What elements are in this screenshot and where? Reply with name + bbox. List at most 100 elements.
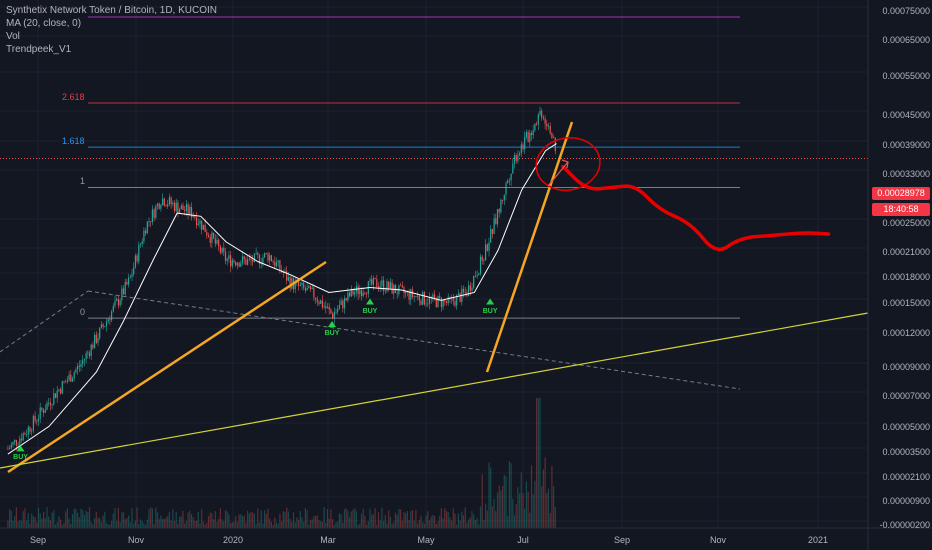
volume-bar <box>177 523 179 528</box>
volume-bar <box>367 521 369 528</box>
volume-bar <box>355 511 358 528</box>
volume-bar <box>432 514 434 528</box>
candle-body <box>287 277 290 281</box>
current-price-badge: 0.00028978 <box>872 187 930 200</box>
candle-body <box>462 288 465 293</box>
time-tick-label: Nov <box>709 535 727 545</box>
volume-bar <box>313 516 315 528</box>
candle-body <box>274 261 276 267</box>
candle-body <box>519 153 521 156</box>
candle-body <box>413 296 415 297</box>
legend-ma[interactable]: MA (20, close, 0) <box>6 18 82 29</box>
candle-body <box>22 433 24 441</box>
candle-body <box>175 202 177 211</box>
candle-body <box>128 277 130 285</box>
volume-bar <box>360 513 363 528</box>
volume-bar <box>457 513 460 528</box>
candle-body <box>505 183 507 195</box>
candle-body <box>313 287 315 298</box>
time-tick-label: Jul <box>517 535 529 545</box>
volume-bar <box>139 519 142 528</box>
time-tick-label: 2020 <box>222 535 244 545</box>
volume-bar <box>505 476 507 528</box>
volume-bar <box>267 508 269 528</box>
candle-body <box>199 220 201 224</box>
candle-body <box>53 393 55 405</box>
volume-bar <box>452 508 454 528</box>
volume-bar <box>279 513 281 528</box>
volume-bar <box>36 522 38 528</box>
volume-bar <box>196 520 198 528</box>
volume-bar <box>260 510 262 528</box>
candle-body <box>15 440 18 446</box>
candle-body <box>14 440 16 442</box>
volume-bar <box>428 520 431 528</box>
volume-bar <box>316 515 318 528</box>
volume-bar <box>43 511 45 528</box>
countdown-badge: 18:40:58 <box>872 203 930 216</box>
candle-body <box>214 238 216 244</box>
candle-body <box>143 230 145 242</box>
volume-bar <box>190 514 193 528</box>
candle-body <box>371 279 373 285</box>
volume-bar <box>508 461 511 528</box>
volume-bar <box>383 521 385 528</box>
candle-body <box>289 277 291 289</box>
volume-bar <box>386 523 388 528</box>
volume-bar <box>170 520 172 528</box>
candle-body <box>360 290 363 297</box>
volume-bar <box>469 517 471 528</box>
legend-vol[interactable]: Vol <box>6 31 20 42</box>
candle-body <box>197 223 199 226</box>
volume-bar <box>347 510 349 528</box>
candle-body <box>442 299 444 308</box>
candle-body <box>236 262 239 266</box>
volume-bar <box>520 472 522 528</box>
volume-bar <box>187 512 189 528</box>
time-tick-label: May <box>417 535 435 545</box>
dashed-trend-right <box>87 290 741 390</box>
candle-body <box>362 292 364 297</box>
volume-bar <box>525 481 528 528</box>
price-tick-label: 0.00005000 <box>882 422 930 432</box>
volume-bar <box>151 508 154 528</box>
candle-body <box>490 229 492 243</box>
volume-bar <box>56 522 58 528</box>
candle-body <box>440 297 443 308</box>
candle-body <box>335 311 337 313</box>
candle-body <box>134 255 137 268</box>
support-trendline <box>0 312 869 469</box>
candle-body <box>150 221 152 222</box>
volume-bar <box>500 490 502 528</box>
volume-bar <box>333 524 335 528</box>
volume-bar <box>82 510 84 528</box>
volume-bar <box>481 474 483 528</box>
volume-bar <box>549 513 551 528</box>
candle-body <box>145 230 147 234</box>
candle-body <box>536 123 538 125</box>
volume-bar <box>224 510 227 528</box>
volume-bar <box>87 512 89 528</box>
candle-body <box>366 293 368 295</box>
price-tick-label: 0.00000900 <box>882 496 930 506</box>
volume-bar <box>415 510 417 528</box>
candle-body <box>512 163 514 174</box>
volume-bar <box>211 513 213 528</box>
volume-bar <box>107 524 109 528</box>
volume-bar <box>537 398 539 528</box>
volume-bar <box>466 523 468 528</box>
orange-trendline-steep <box>485 121 574 373</box>
volume-bar <box>274 517 276 528</box>
orange-trendline <box>7 260 327 474</box>
volume-bar <box>413 520 415 528</box>
volume-bar <box>53 510 55 528</box>
candle-body <box>495 218 497 225</box>
candle-body <box>415 296 417 297</box>
candle-body <box>240 263 242 267</box>
candle-body <box>337 309 339 312</box>
legend-indicator[interactable]: Trendpeek_V1 <box>6 44 72 55</box>
candle-body <box>444 299 446 302</box>
volume-bar <box>262 523 264 528</box>
volume-bar <box>46 507 48 528</box>
